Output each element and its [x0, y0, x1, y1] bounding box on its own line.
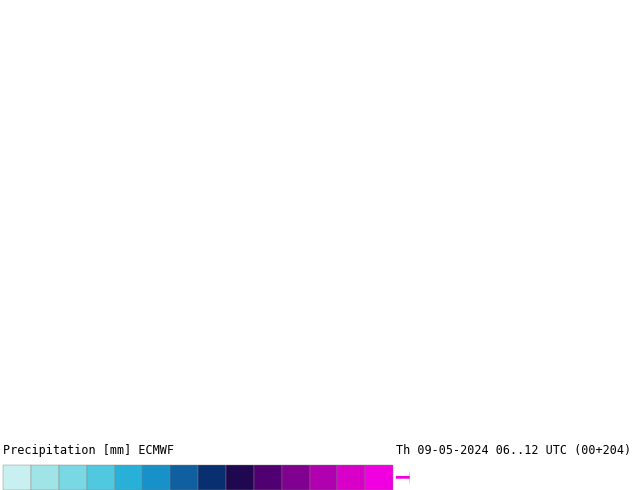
Bar [171, 465, 198, 490]
Bar [226, 465, 254, 490]
Bar [254, 465, 281, 490]
Bar [143, 465, 171, 490]
Text: Th 09-05-2024 06..12 UTC (00+204): Th 09-05-2024 06..12 UTC (00+204) [396, 444, 631, 457]
Text: Precipitation [mm] ECMWF: Precipitation [mm] ECMWF [3, 444, 174, 457]
Bar [31, 465, 59, 490]
Bar [3, 465, 31, 490]
Bar [59, 465, 87, 490]
Bar [115, 465, 143, 490]
Bar [337, 465, 365, 490]
Bar [365, 465, 393, 490]
Bar [198, 465, 226, 490]
Bar [87, 465, 115, 490]
Bar [309, 465, 337, 490]
Bar [281, 465, 309, 490]
